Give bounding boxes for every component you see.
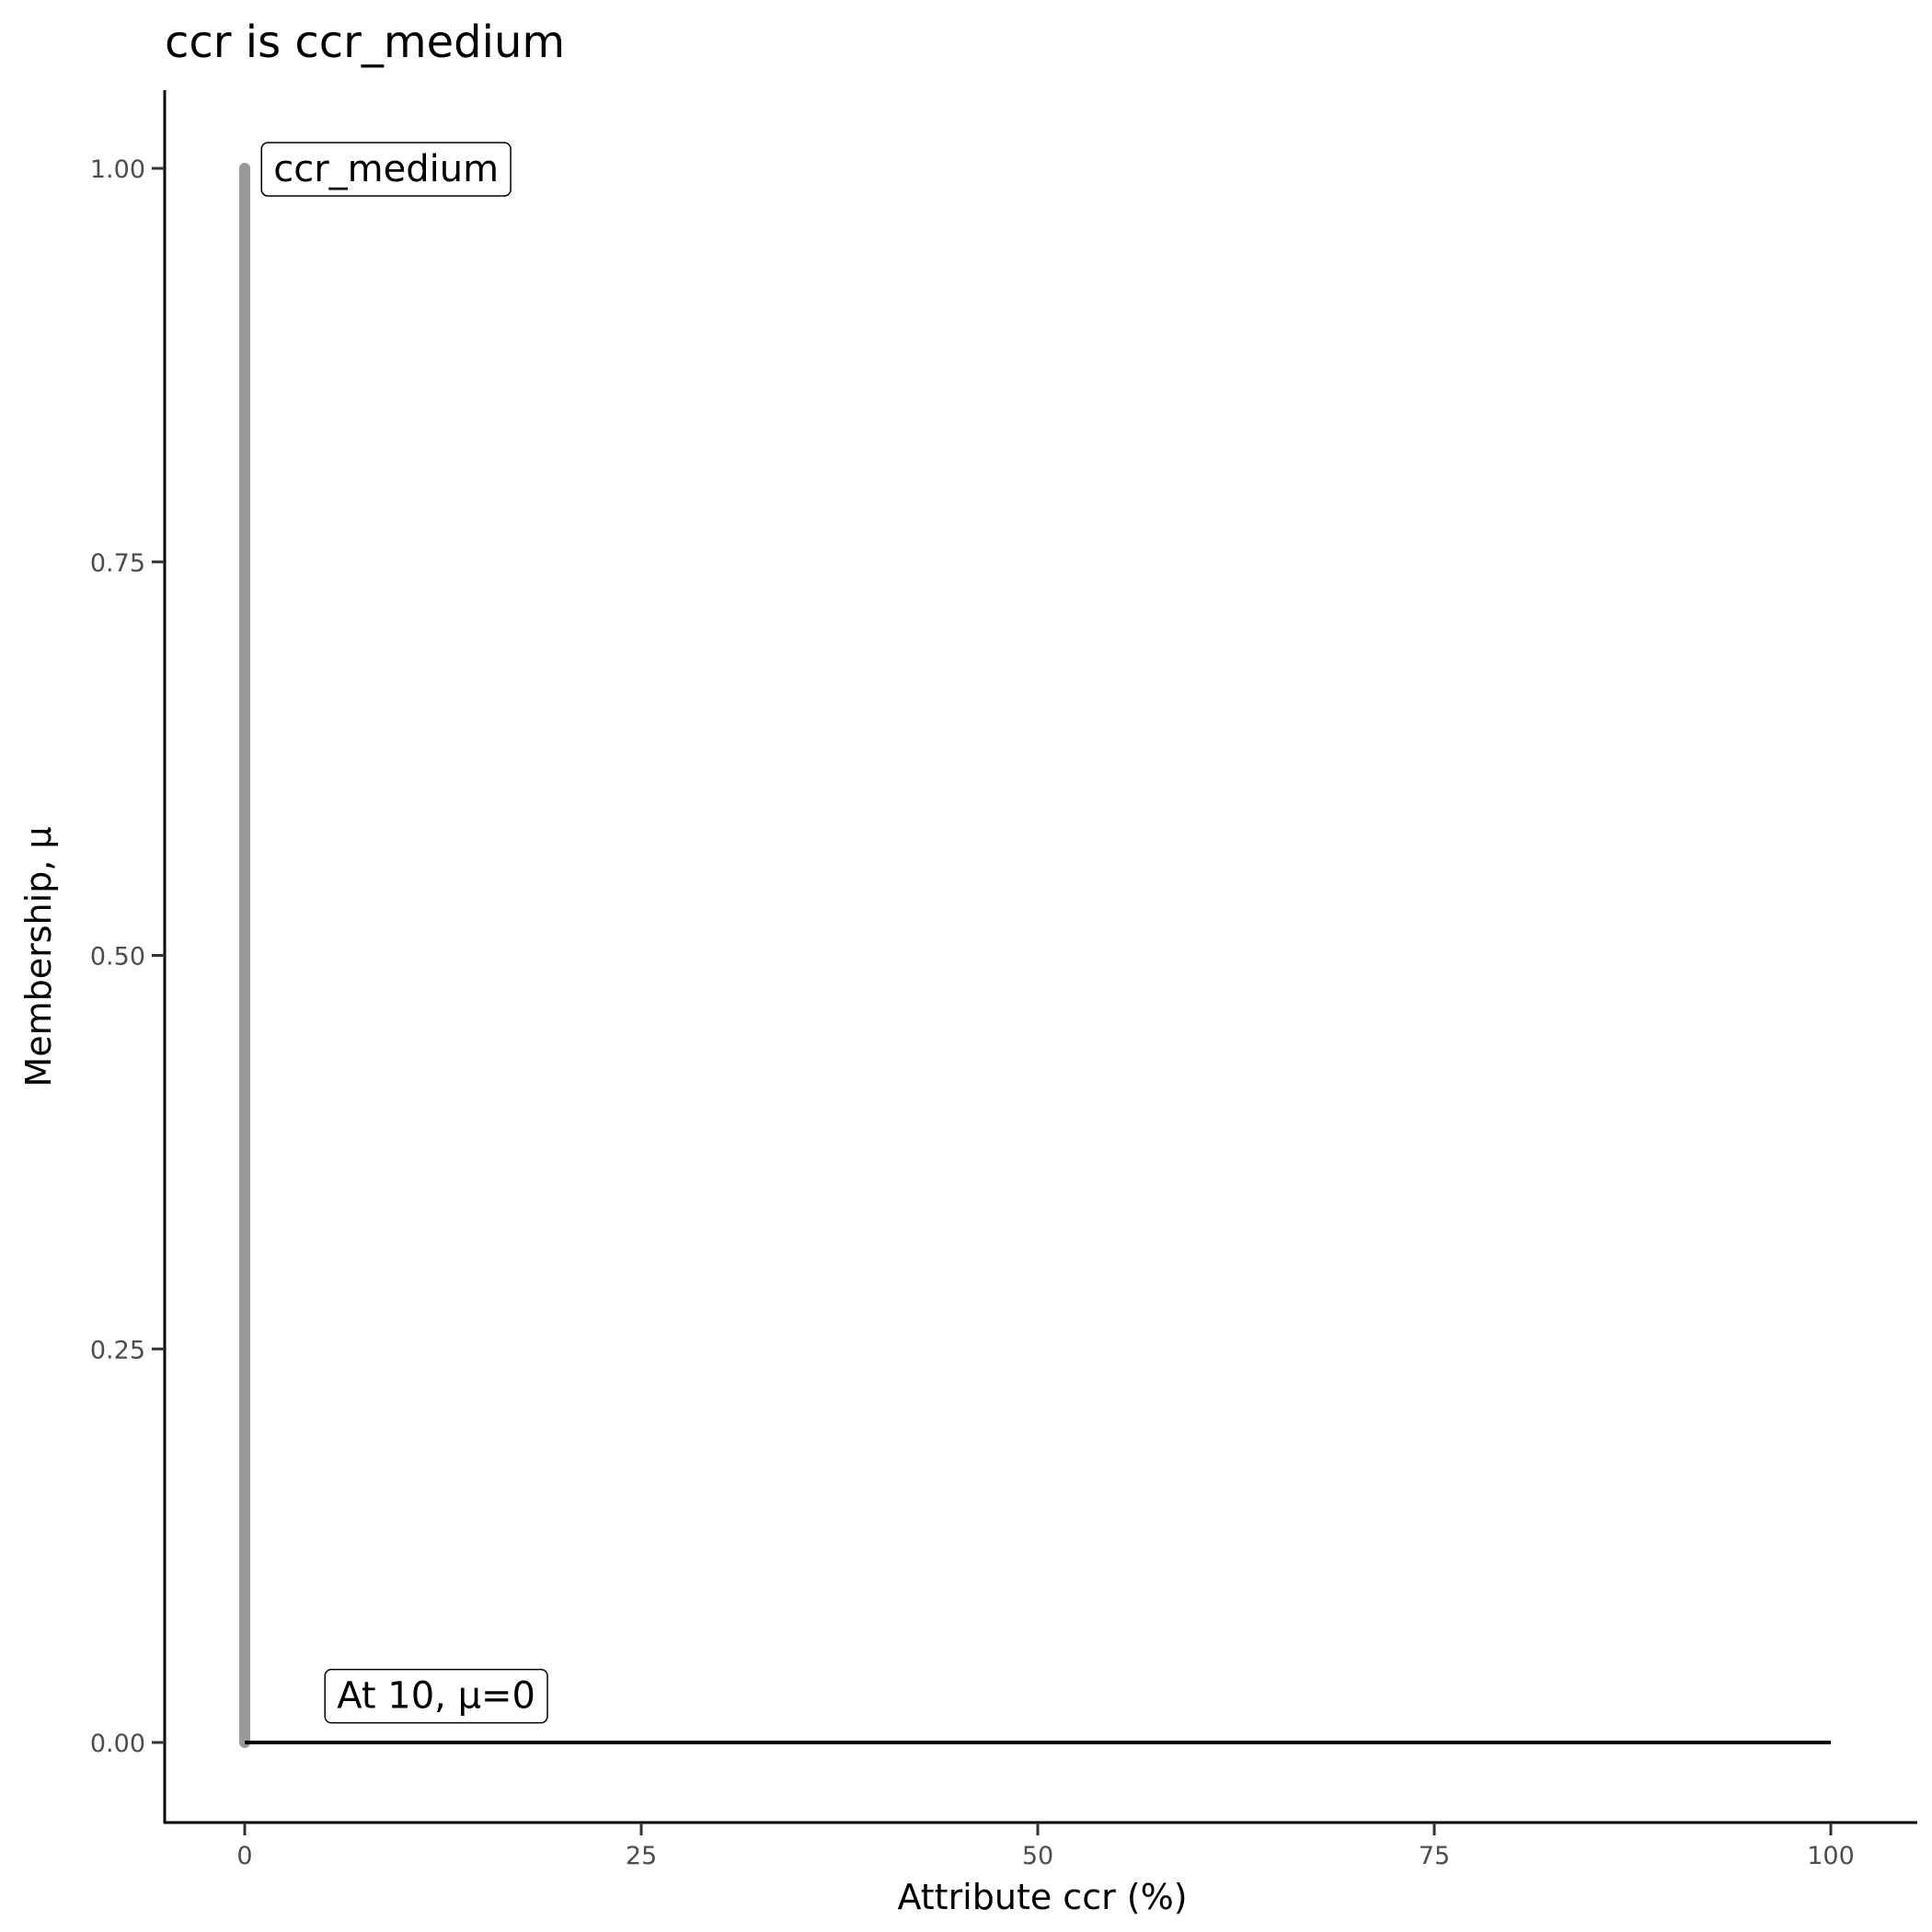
y-axis-title: Membership, μ: [18, 826, 59, 1087]
annotation-box: [260, 142, 512, 197]
annotation-label: At 10, μ=0: [324, 1668, 548, 1724]
annotation-text: At 10, μ=0: [337, 1675, 535, 1718]
y-tick-label: 0.50: [90, 943, 145, 972]
annotation-label: ccr_medium: [260, 142, 512, 197]
x-axis-title: Attribute ccr (%): [897, 1877, 1187, 1917]
x-tick-label: 100: [1807, 1842, 1855, 1870]
annotation-box: [324, 1668, 548, 1724]
x-tick-label: 50: [1022, 1842, 1053, 1870]
chart-title: ccr is ccr_medium: [165, 17, 565, 68]
y-tick-label: 1.00: [90, 155, 145, 184]
y-tick-label: 0.25: [90, 1336, 145, 1364]
annotation-text: ccr_medium: [273, 148, 499, 190]
y-tick-label: 0.75: [90, 549, 145, 578]
y-tick-label: 0.00: [90, 1730, 145, 1758]
x-tick-label: 25: [626, 1842, 657, 1870]
x-tick-label: 75: [1419, 1842, 1450, 1870]
x-tick-label: 0: [236, 1842, 252, 1870]
